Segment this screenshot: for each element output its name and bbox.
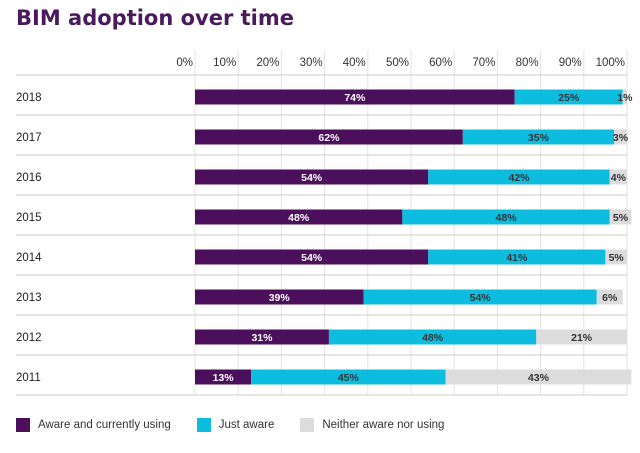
x-tick-label: 30% xyxy=(300,57,323,69)
x-tick-label: 20% xyxy=(256,57,279,69)
x-tick-label: 60% xyxy=(429,57,452,69)
bar-segment xyxy=(609,209,632,225)
bar-value-label: 54% xyxy=(301,172,323,184)
legend-label-just-aware: Just aware xyxy=(218,419,275,431)
bar-value-label: 74% xyxy=(344,92,366,104)
bar-value-label: 25% xyxy=(558,92,580,104)
bar-segment xyxy=(328,329,537,345)
bar-value-label: 48% xyxy=(496,212,518,224)
bar-segment xyxy=(195,209,403,225)
bar-segment xyxy=(195,169,429,185)
bar-segment xyxy=(251,369,446,385)
bar-value-label: 45% xyxy=(338,372,360,384)
bar-value-label: 35% xyxy=(528,132,550,144)
x-tick-label: 70% xyxy=(472,57,495,69)
bar-value-label: 4% xyxy=(611,172,627,184)
x-tick-label: 10% xyxy=(213,57,236,69)
category-label: 2012 xyxy=(16,332,42,344)
legend-swatch-just-aware xyxy=(196,418,211,432)
bar-segment xyxy=(622,89,627,105)
category-label: 2013 xyxy=(16,292,42,304)
bar-value-label: 31% xyxy=(251,332,273,344)
category-label: 2015 xyxy=(16,212,42,224)
category-label: 2017 xyxy=(16,132,42,144)
legend-item-just-aware: Just aware xyxy=(196,418,275,432)
x-tick-label: 100% xyxy=(596,57,625,69)
bar-segment xyxy=(428,249,606,265)
x-tick-label: 90% xyxy=(559,57,582,69)
category-label: 2014 xyxy=(16,252,42,264)
legend-item-aware-using: Aware and currently using xyxy=(16,418,171,432)
x-tick-label: 0% xyxy=(176,57,193,69)
bar-value-label: 1% xyxy=(617,92,633,104)
bar-value-label: 13% xyxy=(213,372,235,384)
bar-value-label: 21% xyxy=(571,332,593,344)
x-tick-label: 40% xyxy=(343,57,366,69)
bar-value-label: 54% xyxy=(301,252,323,264)
bar-segment xyxy=(605,249,627,265)
bar-value-label: 5% xyxy=(613,212,629,224)
legend-label-neither: Neither aware nor using xyxy=(322,419,445,431)
chart-title: BIM adoption over time xyxy=(16,6,295,30)
x-tick-label: 80% xyxy=(516,57,539,69)
legend-swatch-aware-using xyxy=(16,418,30,432)
chart-legend: Aware and currently using Just aware Nei… xyxy=(16,418,470,432)
bar-value-label: 39% xyxy=(269,292,291,304)
bar-value-label: 5% xyxy=(609,252,625,264)
bar-segment xyxy=(614,129,627,145)
bar-segment xyxy=(195,329,329,345)
category-label: 2011 xyxy=(16,372,41,384)
bar-segment xyxy=(514,89,623,105)
bar-segment xyxy=(195,289,364,305)
bar-segment xyxy=(445,369,632,385)
bar-segment xyxy=(536,329,627,345)
bar-value-label: 48% xyxy=(422,332,444,344)
category-label: 2018 xyxy=(16,92,42,104)
bar-value-label: 43% xyxy=(528,372,550,384)
bar-value-label: 42% xyxy=(508,172,530,184)
bar-segment xyxy=(195,369,252,385)
x-tick-label: 50% xyxy=(386,57,409,69)
bar-value-label: 62% xyxy=(318,132,340,144)
bar-value-label: 41% xyxy=(506,252,528,264)
bar-segment xyxy=(609,169,627,185)
legend-label-aware-using: Aware and currently using xyxy=(38,419,171,431)
bar-value-label: 48% xyxy=(288,212,310,224)
bar-value-label: 54% xyxy=(470,292,492,304)
bar-value-label: 6% xyxy=(602,292,618,304)
bar-segment xyxy=(462,129,615,145)
bar-segment xyxy=(195,129,463,145)
bar-value-label: 3% xyxy=(613,132,629,144)
bar-segment xyxy=(195,89,515,105)
category-label: 2016 xyxy=(16,172,42,184)
bar-segment xyxy=(428,169,610,185)
legend-item-neither: Neither aware nor using xyxy=(300,418,444,432)
bar-segment xyxy=(195,249,429,265)
legend-swatch-neither xyxy=(300,418,315,432)
bar-segment xyxy=(363,289,597,305)
bar-segment xyxy=(402,209,610,225)
bar-segment xyxy=(596,289,623,305)
